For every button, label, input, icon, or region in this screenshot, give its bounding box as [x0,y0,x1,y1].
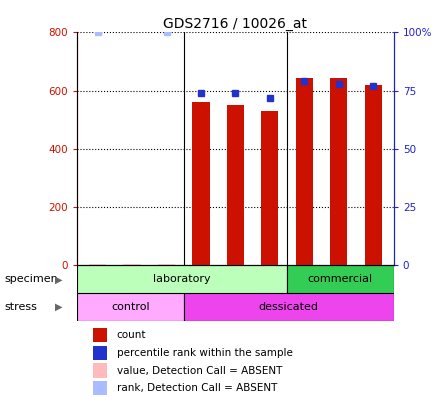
Bar [227,105,244,265]
Bar [184,293,394,321]
Bar [287,265,394,293]
Bar [89,264,106,265]
Bar [93,363,107,378]
Bar [93,328,107,343]
Bar [124,264,141,265]
Text: ▶: ▶ [55,274,62,284]
Text: control: control [111,302,150,312]
Bar [124,264,141,265]
Text: rank, Detection Call = ABSENT: rank, Detection Call = ABSENT [117,383,277,393]
Text: value, Detection Call = ABSENT: value, Detection Call = ABSENT [117,365,282,375]
Text: commercial: commercial [308,274,373,284]
Bar [330,78,347,265]
Text: specimen: specimen [4,274,58,284]
Bar [158,264,175,265]
Title: GDS2716 / 10026_at: GDS2716 / 10026_at [163,17,308,31]
Bar [77,293,184,321]
Text: laboratory: laboratory [153,274,211,284]
Bar [296,78,313,265]
Bar [77,265,287,293]
Bar [158,264,175,265]
Bar [93,346,107,360]
Text: dessicated: dessicated [259,302,319,312]
Bar [192,102,209,265]
Text: count: count [117,330,146,340]
Text: ▶: ▶ [55,302,62,312]
Bar [89,264,106,265]
Text: stress: stress [4,302,37,312]
Text: percentile rank within the sample: percentile rank within the sample [117,348,293,358]
Bar [364,85,382,265]
Bar [93,381,107,395]
Bar [261,111,279,265]
